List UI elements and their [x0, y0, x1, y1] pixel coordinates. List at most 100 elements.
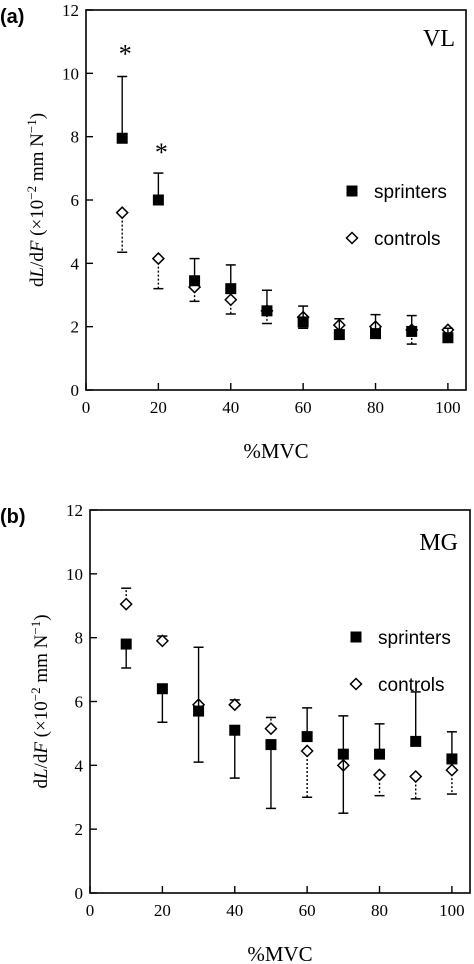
legend-label-sprinters: sprinters [378, 628, 451, 649]
y-axis-label-part: (×10 [27, 200, 48, 241]
data-point-sprinters [442, 332, 454, 344]
x-tick-label: 100 [435, 398, 461, 417]
legend-marker-controls [349, 677, 363, 691]
data-point-controls [372, 768, 387, 782]
y-axis-label-part: ) [31, 614, 52, 620]
y-tick-label: 8 [75, 629, 84, 648]
legend-label-controls: controls [374, 229, 441, 250]
x-axis-label: %MVC [243, 439, 308, 463]
data-point-controls [151, 252, 165, 266]
legend-marker-controls [345, 231, 359, 245]
panel-label: (b) [0, 506, 26, 528]
data-point-controls [409, 769, 423, 784]
y-tick-label: 12 [66, 501, 83, 520]
y-axis-label-part: d [27, 277, 48, 287]
y-axis-label-part: /d [31, 753, 52, 768]
y-tick-label: 12 [62, 1, 79, 20]
series-controls [119, 587, 459, 800]
y-tick-label: 10 [66, 565, 83, 584]
data-point-sprinters [229, 724, 241, 736]
y-axis-label-part: mm N [31, 634, 52, 687]
y-axis-label-part: ) [27, 113, 48, 119]
y-axis-label-part: /d [27, 252, 48, 267]
y-axis-label-part: mm N [27, 133, 48, 186]
x-tick-label: 60 [299, 901, 316, 920]
series-controls [115, 206, 455, 345]
y-axis-label: dL/dF (×10−2 mm N−1) [24, 113, 49, 287]
y-axis-label-part: −1 [24, 119, 39, 133]
data-point-sprinters [446, 753, 458, 765]
data-point-controls [445, 763, 459, 777]
muscle-label: VL [423, 26, 455, 52]
y-axis-label: dL/dF (×10−2 mm N−1) [28, 614, 53, 788]
data-point-sprinters [301, 731, 313, 743]
data-point-sprinters [410, 735, 422, 747]
y-axis-label-part: −2 [24, 186, 39, 200]
data-point-sprinters [265, 739, 277, 751]
data-point-sprinters [406, 325, 418, 337]
y-axis-label-part: −2 [28, 687, 43, 701]
data-point-controls [119, 597, 133, 611]
y-tick-label: 4 [71, 254, 80, 273]
legend-marker-sprinters [346, 185, 358, 197]
y-tick-label: 8 [71, 128, 80, 147]
data-point-sprinters [116, 132, 128, 144]
data-point-sprinters [297, 316, 309, 328]
x-tick-label: 40 [226, 901, 243, 920]
series-sprinters [116, 75, 454, 344]
data-point-sprinters [374, 748, 386, 760]
significance-star: * [119, 40, 132, 69]
data-point-controls [228, 698, 242, 712]
y-tick-label: 6 [71, 191, 80, 210]
data-point-controls [155, 634, 169, 648]
data-point-controls [115, 206, 129, 220]
data-point-controls [224, 293, 238, 307]
data-point-sprinters [120, 638, 132, 650]
panel-label: (a) [0, 6, 24, 28]
y-axis-label-part: −1 [28, 621, 43, 635]
muscle-label: MG [419, 530, 458, 556]
x-axis-label: %MVC [247, 942, 312, 964]
y-tick-label: 6 [75, 693, 84, 712]
y-axis-label-part: L [27, 267, 48, 279]
y-tick-label: 0 [75, 884, 84, 903]
data-point-controls [300, 744, 314, 758]
x-tick-label: 80 [371, 901, 388, 920]
y-axis-label-part: L [31, 768, 52, 780]
y-axis-label-part: (×10 [31, 701, 52, 742]
y-tick-label: 4 [75, 756, 84, 775]
y-tick-label: 2 [71, 318, 80, 337]
data-point-sprinters [193, 705, 205, 717]
series-sprinters [120, 638, 458, 814]
x-tick-label: 0 [82, 398, 91, 417]
chart-panel-b: 0 2 4 6 8 10 12 0 20 40 60 80 100 %MVC dL/dF (×10−2 mm… [0, 501, 471, 964]
y-axis-label-part: F [27, 240, 48, 253]
data-point-sprinters [261, 305, 273, 317]
x-tick-label: 0 [86, 901, 95, 920]
x-tick-label: 20 [154, 901, 171, 920]
y-axis-label-part: F [31, 742, 52, 755]
y-tick-label: 0 [71, 381, 80, 400]
legend-label-sprinters: sprinters [374, 182, 447, 203]
data-point-sprinters [156, 683, 168, 695]
data-point-sprinters [333, 329, 345, 341]
y-axis-label-part: d [31, 779, 52, 789]
data-point-sprinters [189, 275, 201, 287]
x-tick-label: 100 [439, 901, 465, 920]
data-point-sprinters [225, 283, 237, 295]
data-point-sprinters [152, 194, 164, 206]
x-tick-label: 80 [367, 398, 384, 417]
y-tick-label: 2 [75, 820, 84, 839]
y-tick-label: 10 [62, 64, 79, 83]
data-point-sprinters [337, 748, 349, 760]
chart-panel-a: 0 2 4 6 8 10 12 0 20 40 60 80 100 %MVC dL/dF (×10−2 mm… [0, 1, 467, 463]
significance-star: * [155, 138, 168, 167]
plot-frame [89, 509, 471, 894]
data-point-controls [264, 722, 278, 736]
legend-marker-sprinters [350, 631, 362, 643]
x-tick-label: 20 [150, 398, 167, 417]
x-tick-label: 60 [295, 398, 312, 417]
data-point-sprinters [370, 328, 382, 340]
x-tick-label: 40 [222, 398, 239, 417]
